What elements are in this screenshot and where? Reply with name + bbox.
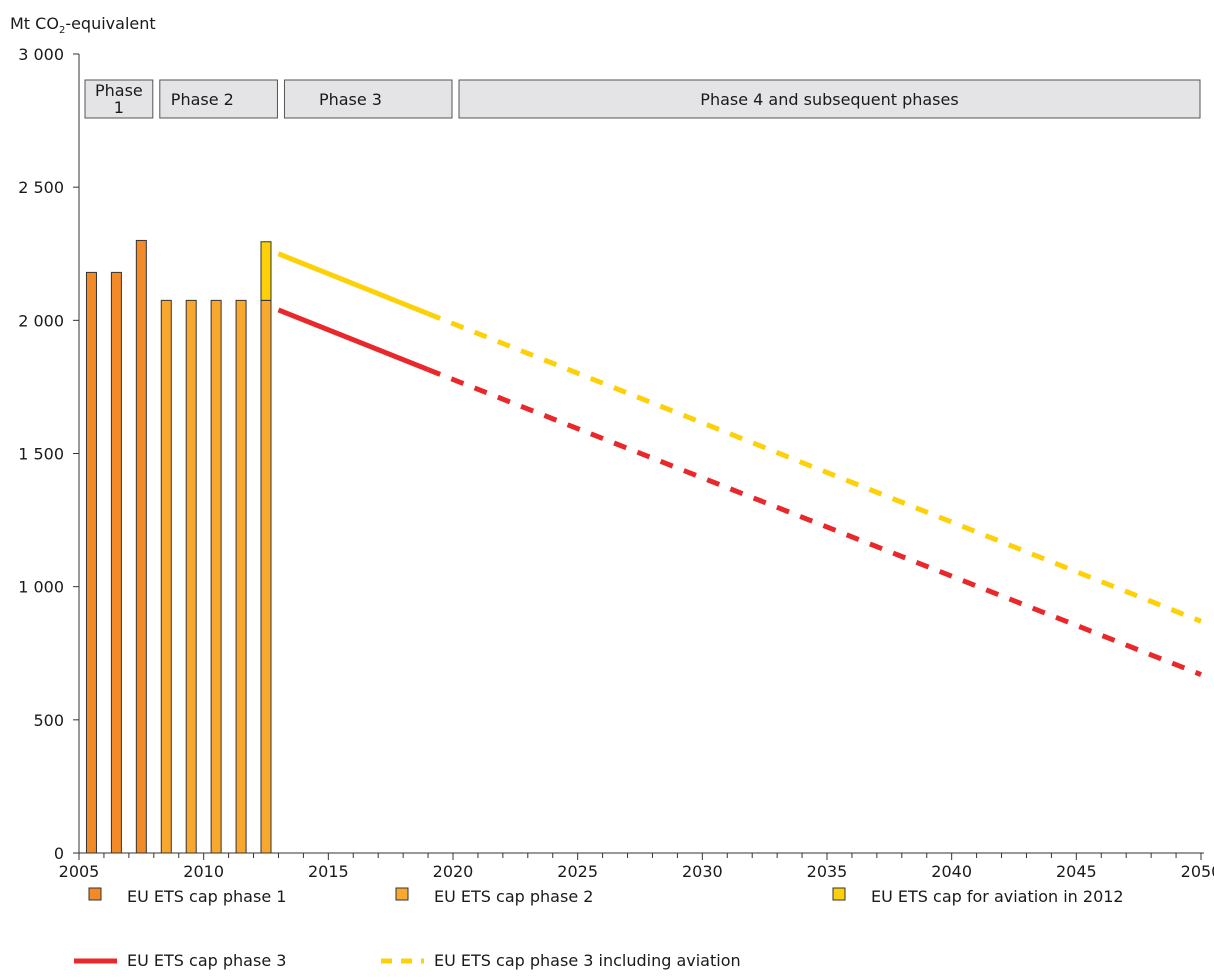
x-tick-label-2045: 2045 [1056,862,1097,881]
axes: 0 500 1 000 1 500 2 000 2 500 3 000 2005 2010 201… [18,45,1214,881]
phase-label-4: Phase 4 and subsequent phases [700,90,958,109]
legend-swatch-eu-ets-cap-phase-2 [395,887,409,901]
y-tick-label-500: 500 [33,711,64,730]
y-axis-label-subscript: 2 [58,25,66,37]
x-tick-label-2030: 2030 [682,862,723,881]
bar-eu-ets-cap-phase-1-2006 [110,271,122,854]
bar-eu-ets-cap-phase-2-2010 [210,299,222,854]
bar-eu-ets-cap-phase-2-2012 [260,299,272,854]
phase-label-1-line-2: 1 [114,98,124,117]
x-tick-label-2025: 2025 [557,862,598,881]
bar-eu-ets-cap-phase-1-2005 [85,271,97,854]
y-tick-label-2000: 2 000 [18,311,64,330]
phase-box-4 [458,79,1201,119]
y-axis-label: Mt CO2-equivalent [10,14,156,36]
cap-lines [277,251,1202,677]
y-tick-label-0: 0 [54,844,64,863]
phase-box-1 [84,79,154,119]
legend-swatch-eu-ets-cap-phase-1 [88,887,102,901]
x-tick-label-2010: 2010 [183,862,224,881]
line-eu-ets-cap-phase-3-including-aviation-dashed [427,311,1202,624]
bar-eu-ets-cap-phase-2-2011 [235,299,247,854]
phase-box-3 [283,79,453,119]
y-tick-label-1500: 1 500 [18,445,64,464]
bar-eu-ets-cap-phase-1-2007 [135,239,147,854]
x-tick-label-2020: 2020 [433,862,474,881]
legend-swatch-eu-ets-cap-for-aviation-in-2012 [832,887,846,901]
y-tick-label-2500: 2 500 [18,178,64,197]
phase-label-1-line-1: Phase [95,81,143,100]
phase-box-2 [159,79,278,119]
y-tick-label-1000: 1 000 [18,578,64,597]
line-eu-ets-cap-phase-3-dashed [427,367,1202,677]
x-tick-label-2050: 2050 [1181,862,1214,881]
x-tick-label-2015: 2015 [308,862,349,881]
x-tick-label-2005: 2005 [59,862,100,881]
phase-label-3: Phase 3 [319,90,382,109]
y-axis-label-prefix: Mt CO [10,14,59,33]
legend: EU ETS cap phase 1 EU ETS cap phase 2 EU E… [74,887,1124,970]
legend-label-eu-ets-cap-for-aviation-in-2012: EU ETS cap for aviation in 2012 [871,887,1124,906]
bar-aviation-2012 [260,241,272,301]
y-tick-label-3000: 3 000 [18,45,64,64]
bar-eu-ets-cap-phase-2-2008 [160,299,172,854]
bars [85,239,272,854]
legend-label-eu-ets-cap-phase-3: EU ETS cap phase 3 [127,951,286,970]
line-eu-ets-cap-phase-3-solid [277,307,429,372]
legend-label-eu-ets-cap-phase-1: EU ETS cap phase 1 [127,887,286,906]
phase-label-2: Phase 2 [171,90,234,109]
legend-label-eu-ets-cap-phase-2: EU ETS cap phase 2 [434,887,593,906]
line-eu-ets-cap-phase-3-including-aviation-solid [277,251,429,316]
y-axis-label-suffix: -equivalent [65,14,156,33]
bar-eu-ets-cap-phase-2-2009 [185,299,197,854]
legend-label-eu-ets-cap-phase-3-including-aviation: EU ETS cap phase 3 including aviation [434,951,741,970]
x-tick-label-2035: 2035 [807,862,848,881]
x-tick-label-2040: 2040 [931,862,972,881]
